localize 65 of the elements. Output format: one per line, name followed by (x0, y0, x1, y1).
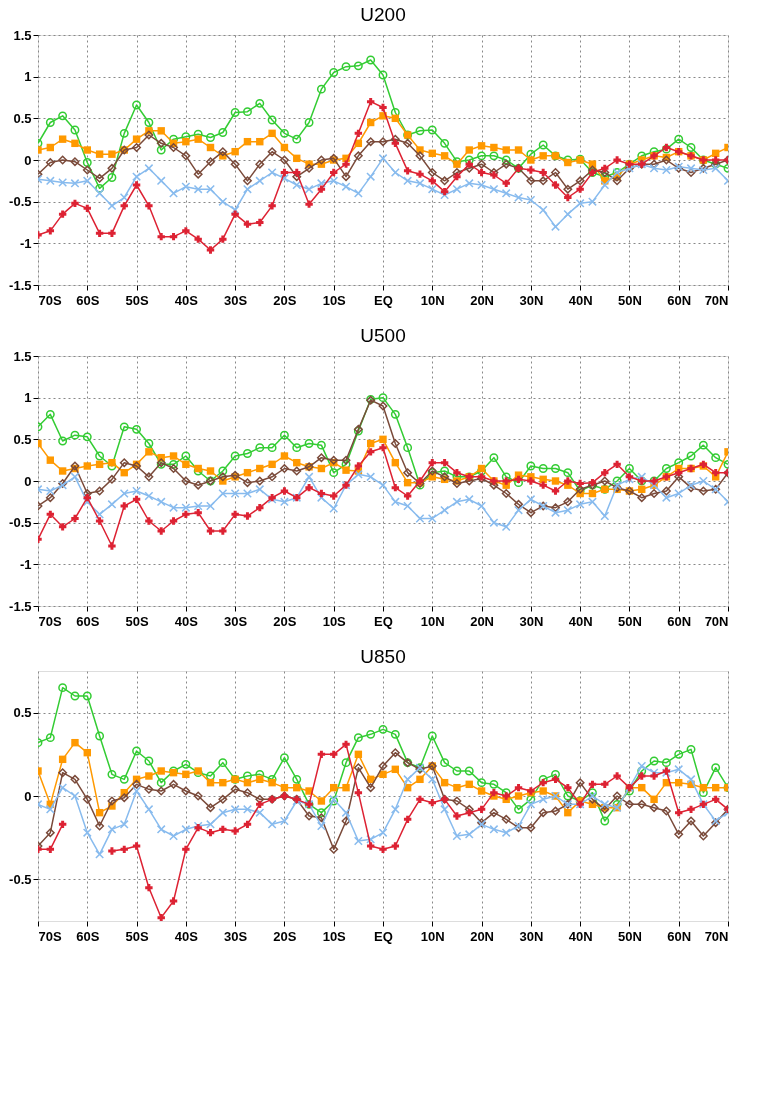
x-tick-label: 30N (519, 613, 544, 629)
y-tick-label: -0.5 (9, 871, 32, 887)
y-tick-label: -1 (19, 235, 32, 251)
x-tick-label: 60N (667, 613, 692, 629)
x-tick-label: 10S (322, 613, 347, 629)
y-tick-label: -0.5 (9, 194, 32, 210)
x-tick-label: 50N (618, 613, 642, 629)
x-tick-label: 10S (322, 928, 347, 944)
x-tick-label: 70S (38, 292, 62, 308)
x-tick-label: EQ (374, 292, 393, 308)
x-tick-label: EQ (374, 613, 393, 629)
x-tick-label: 40S (174, 292, 199, 308)
x-tick-label: 20N (470, 292, 494, 308)
y-tick-label: 0 (24, 152, 32, 168)
x-tick-label: 30N (519, 928, 544, 944)
x-tick-label: 60N (667, 928, 692, 944)
x-tick-label: 40N (568, 613, 593, 629)
x-tick-label: 60S (76, 928, 100, 944)
x-tick-label: 60N (667, 292, 692, 308)
x-tick-label: 30S (224, 928, 248, 944)
x-tick-label: 40N (568, 928, 593, 944)
x-tick-label: 20N (470, 928, 494, 944)
x-tick-label: 70N (704, 292, 729, 308)
x-tick-label: 10N (420, 292, 445, 308)
x-tick-label: 30S (224, 613, 248, 629)
x-tick-label: 70N (704, 928, 729, 944)
y-tick-label: 1.5 (13, 27, 32, 43)
x-tick-label: 50S (125, 613, 149, 629)
y-tick-label: 1 (24, 390, 32, 406)
y-tick-label: 0.5 (13, 110, 32, 126)
chart-title: U850 (360, 646, 406, 667)
x-tick-label: 50N (618, 292, 642, 308)
chart-title: U500 (360, 325, 406, 346)
x-tick-label: 10N (420, 928, 445, 944)
y-tick-label: -1.5 (9, 277, 32, 293)
y-tick-label: -0.5 (9, 515, 32, 531)
x-tick-label: 10N (420, 613, 445, 629)
y-tick-label: 1 (24, 69, 32, 85)
x-tick-label: 60S (76, 613, 100, 629)
x-tick-label: 50N (618, 928, 642, 944)
x-tick-label: 70S (38, 928, 62, 944)
x-tick-label: 20S (273, 292, 297, 308)
y-tick-label: 1.5 (13, 348, 32, 364)
x-tick-label: 40S (174, 928, 199, 944)
x-tick-label: 30N (519, 292, 544, 308)
x-tick-label: 50S (125, 292, 149, 308)
y-tick-label: 0.5 (13, 431, 32, 447)
y-tick-label: 0 (24, 788, 32, 804)
x-tick-label: 50S (125, 928, 149, 944)
x-tick-label: 60S (76, 292, 100, 308)
x-tick-label: 10S (322, 292, 347, 308)
y-tick-label: -1 (19, 556, 32, 572)
x-tick-label: 70S (38, 613, 62, 629)
y-tick-label: 0.5 (13, 705, 32, 721)
y-tick-label: 0 (24, 473, 32, 489)
x-tick-label: 20S (273, 613, 297, 629)
x-tick-label: 20S (273, 928, 297, 944)
x-tick-label: 40N (568, 292, 593, 308)
x-tick-label: EQ (374, 928, 393, 944)
x-tick-label: 20N (470, 613, 494, 629)
x-tick-label: 30S (224, 292, 248, 308)
x-tick-label: 70N (704, 613, 729, 629)
y-tick-label: -1.5 (9, 598, 32, 614)
x-tick-label: 40S (174, 613, 199, 629)
chart-title: U200 (360, 4, 406, 25)
